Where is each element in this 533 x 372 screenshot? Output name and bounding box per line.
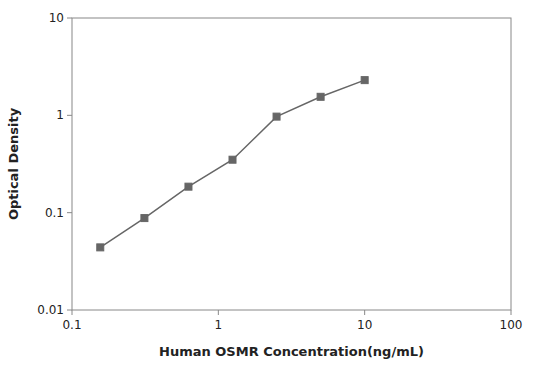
x-tick: [72, 310, 73, 315]
x-tick-label: 100: [500, 318, 523, 332]
data-point: [273, 113, 280, 120]
x-axis-label: Human OSMR Concentration(ng/mL): [159, 344, 424, 359]
data-point: [141, 215, 148, 222]
data-point: [185, 183, 192, 190]
data-point: [229, 156, 236, 163]
y-tick-label: 0.01: [37, 303, 64, 317]
x-tick: [511, 310, 512, 315]
x-tick: [364, 310, 365, 315]
x-tick: [218, 310, 219, 315]
y-tick: [67, 115, 72, 116]
data-line: [100, 80, 364, 247]
x-tick-label: 10: [357, 318, 372, 332]
y-axis: 0.01 0.1 1 10: [37, 11, 72, 317]
plot-frame: [72, 18, 511, 310]
data-point: [97, 244, 104, 251]
x-tick-label: 1: [215, 318, 223, 332]
x-tick-label: 0.1: [62, 318, 81, 332]
y-tick-label: 10: [49, 11, 64, 25]
y-tick: [67, 310, 72, 311]
x-axis: 0.1 1 10 100: [62, 310, 522, 332]
chart-container: 0.11101000.010.1110Human OSMR Concentrat…: [0, 0, 533, 372]
y-tick-label: 1: [56, 108, 64, 122]
y-tick: [67, 18, 72, 19]
data-point: [361, 77, 368, 84]
y-tick-label: 0.1: [45, 206, 64, 220]
data-point: [317, 93, 324, 100]
y-tick: [67, 212, 72, 213]
data-layer: [97, 77, 368, 251]
y-axis-label: Optical Density: [6, 107, 21, 220]
chart-svg: 0.11101000.010.1110Human OSMR Concentrat…: [0, 0, 533, 372]
